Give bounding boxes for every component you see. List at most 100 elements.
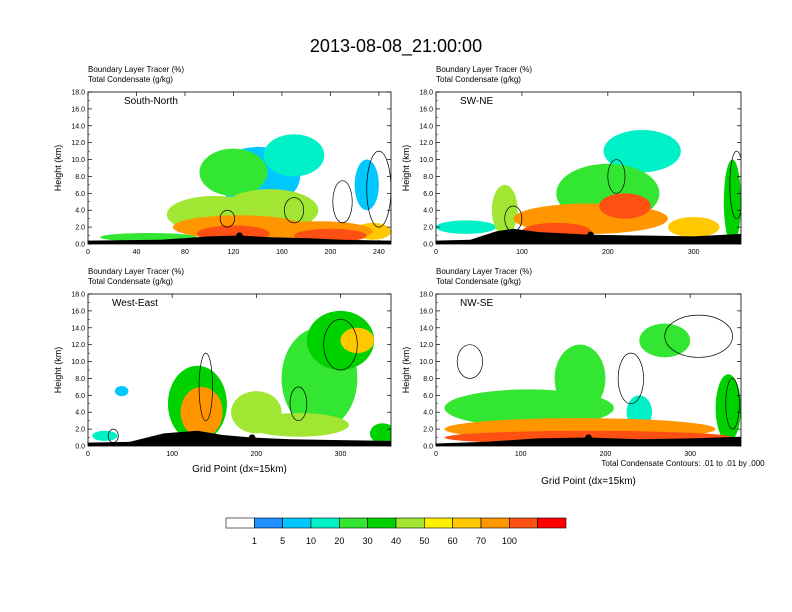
condensate-contour	[366, 150, 391, 228]
tracer-shading	[554, 344, 606, 413]
y-tick-label: 16.0	[419, 106, 433, 113]
panel-header-line: Boundary Layer Tracer (%)	[436, 267, 532, 276]
colorbar-label: 10	[306, 536, 316, 546]
x-tick-label: 100	[515, 451, 527, 458]
panel-label: South-North	[124, 96, 178, 107]
condensate-contour	[729, 150, 741, 220]
x-tick-label: 0	[434, 451, 438, 458]
x-tick-label: 200	[325, 249, 337, 256]
tracer-shading	[599, 193, 651, 219]
condensate-contour	[617, 352, 644, 405]
tracer-shading	[491, 184, 518, 236]
y-tick-label: 2.0	[75, 427, 85, 434]
terrain	[88, 235, 391, 244]
colorbar-swatch	[424, 517, 453, 529]
y-tick-label: 8.0	[423, 174, 433, 181]
y-tick-label: 14.0	[71, 325, 85, 332]
colorbar-swatch	[509, 517, 538, 529]
x-axis-label: Grid Point (dx=15km)	[541, 476, 636, 487]
y-axis-label: Height (km)	[401, 145, 411, 192]
y-tick-label: 10.0	[419, 359, 433, 366]
x-tick-label: 200	[250, 451, 262, 458]
condensate-contour	[198, 352, 213, 422]
y-tick-label: 6.0	[423, 393, 433, 400]
y-tick-label: 2.0	[75, 225, 85, 232]
colorbar-label: 70	[476, 536, 486, 546]
panel-top-right: Boundary Layer Tracer (%)Total Condensat…	[401, 65, 742, 256]
tracer-shading	[306, 310, 375, 371]
condensate-contour	[323, 318, 358, 371]
condensate-contour	[664, 314, 733, 358]
colorbar-swatch	[225, 517, 255, 529]
panel-label: NW-SE	[460, 298, 493, 309]
footnote: Total Condensate Contours: .01 to .01 by…	[601, 459, 765, 468]
y-tick-label: 0.0	[75, 444, 85, 451]
y-tick-label: 14.0	[419, 325, 433, 332]
panel-bottom-left: Boundary Layer Tracer (%)Total Condensat…	[53, 267, 392, 475]
colorbar-swatch	[395, 517, 425, 529]
y-tick-label: 2.0	[423, 225, 433, 232]
condensate-contour	[456, 344, 483, 379]
y-tick-label: 12.0	[71, 342, 85, 349]
condensate-contour	[607, 159, 626, 194]
colorbar-swatch	[282, 517, 312, 529]
x-tick-label: 0	[434, 249, 438, 256]
location-marker	[236, 232, 243, 239]
panel-header-line: Total Condensate (g/kg)	[436, 277, 521, 286]
plot-area	[88, 92, 391, 244]
colorbar-label: 60	[448, 536, 458, 546]
colorbar-swatch	[310, 517, 340, 529]
x-tick-label: 0	[86, 249, 90, 256]
colorbar-swatch	[339, 517, 368, 529]
y-tick-label: 6.0	[423, 191, 433, 198]
condensate-contour	[283, 197, 305, 224]
y-axis-label: Height (km)	[53, 145, 63, 192]
panel-top-left: Boundary Layer Tracer (%)Total Condensat…	[53, 65, 392, 256]
panel-header-line: Total Condensate (g/kg)	[88, 277, 173, 286]
colorbar-label: 5	[280, 536, 285, 546]
colorbar-label: 50	[419, 536, 429, 546]
tracer-shading	[369, 423, 391, 444]
colorbar-swatch	[452, 517, 482, 529]
y-tick-label: 12.0	[71, 140, 85, 147]
colorbar-label: 40	[391, 536, 401, 546]
y-tick-label: 4.0	[75, 410, 85, 417]
y-tick-label: 6.0	[75, 191, 85, 198]
y-tick-label: 8.0	[75, 174, 85, 181]
x-tick-label: 300	[684, 451, 696, 458]
figure-title: 2013-08-08_21:00:00	[310, 36, 482, 57]
colorbar-swatch	[537, 517, 567, 529]
panel-header-line: Boundary Layer Tracer (%)	[88, 65, 184, 74]
colorbar-label: 1	[252, 536, 257, 546]
tracer-shading	[114, 386, 129, 397]
y-tick-label: 8.0	[423, 376, 433, 383]
tracer-shading	[715, 374, 741, 442]
colorbar-swatch	[367, 517, 397, 529]
tracer-shading	[92, 430, 118, 441]
colorbar-label: 30	[363, 536, 373, 546]
plot-area	[88, 294, 391, 446]
y-tick-label: 18.0	[71, 292, 85, 299]
tracer-shading	[263, 134, 325, 177]
plot-area	[436, 294, 741, 446]
tracer-shading	[667, 216, 720, 238]
panel-header-line: Total Condensate (g/kg)	[88, 75, 173, 84]
panels: Boundary Layer Tracer (%)Total Condensat…	[53, 65, 742, 487]
y-tick-label: 12.0	[419, 342, 433, 349]
y-tick-label: 18.0	[419, 90, 433, 97]
x-tick-label: 200	[600, 451, 612, 458]
y-tick-label: 0.0	[423, 242, 433, 249]
tracer-shading	[199, 148, 268, 196]
y-tick-label: 14.0	[419, 123, 433, 130]
x-tick-label: 0	[86, 451, 90, 458]
y-tick-label: 10.0	[71, 359, 85, 366]
y-tick-label: 12.0	[419, 140, 433, 147]
y-tick-label: 8.0	[75, 376, 85, 383]
y-tick-label: 10.0	[419, 157, 433, 164]
condensate-contour	[332, 180, 353, 224]
x-tick-label: 80	[181, 249, 189, 256]
y-tick-label: 16.0	[71, 106, 85, 113]
panel-label: SW-NE	[460, 96, 493, 107]
y-tick-label: 16.0	[419, 308, 433, 315]
colorbar-swatch	[254, 517, 283, 529]
